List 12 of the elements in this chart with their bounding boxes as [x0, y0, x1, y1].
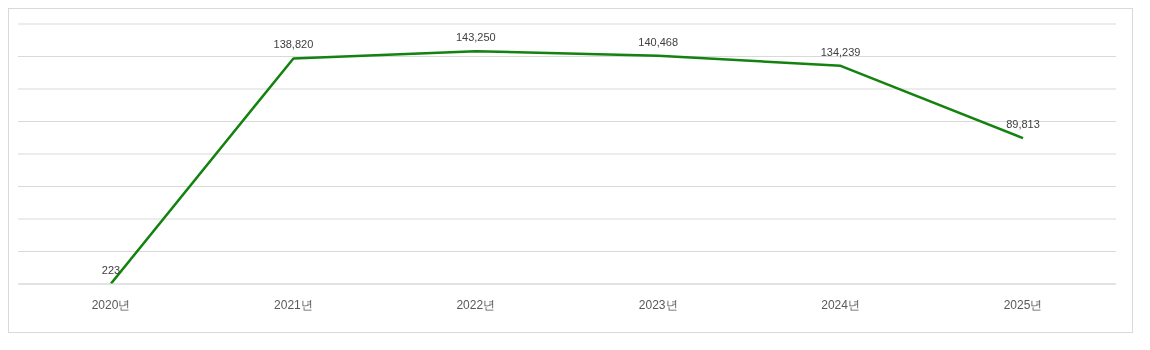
data-label: 134,239	[820, 45, 861, 58]
x-tick-label: 2021년	[274, 297, 313, 312]
x-tick-label: 2020년	[91, 297, 131, 312]
x-tick-label: 2022년	[456, 297, 496, 312]
x-tick-label: 2025년	[1003, 297, 1043, 312]
x-tick-label: 2023년	[638, 297, 678, 312]
x-tick-label: 2024년	[821, 297, 860, 312]
data-label: 140,468	[638, 35, 679, 48]
data-label: 138,820	[273, 38, 314, 51]
data-label: 223	[101, 263, 121, 276]
data-label: 89,813	[1006, 118, 1040, 131]
data-label: 143,250	[455, 31, 496, 44]
